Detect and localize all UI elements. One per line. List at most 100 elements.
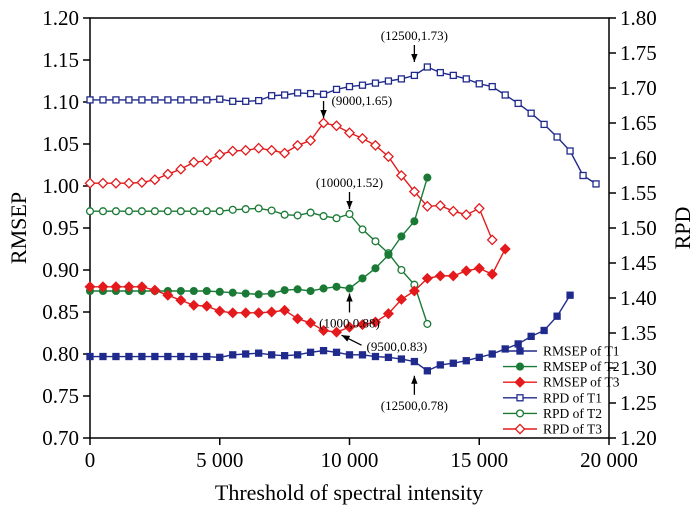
legend-label: RMSEP of T1 xyxy=(543,344,620,359)
data-point xyxy=(319,90,328,98)
legend-item: RPD of T3 xyxy=(503,422,602,437)
data-point xyxy=(462,357,470,365)
data-point xyxy=(138,96,146,104)
data-point xyxy=(111,207,120,216)
data-point xyxy=(240,307,252,319)
data-point xyxy=(255,349,263,357)
data-point xyxy=(410,217,419,226)
data-point xyxy=(242,350,250,358)
data-point xyxy=(216,95,224,103)
data-point xyxy=(164,352,172,361)
series-line-rmsep-of-t2 xyxy=(90,177,429,296)
data-point xyxy=(112,352,120,361)
data-point xyxy=(215,287,224,296)
data-point xyxy=(384,250,393,259)
data-point xyxy=(356,319,368,331)
annotation-label: (1000,0.88) xyxy=(319,315,380,330)
data-point xyxy=(486,268,498,280)
data-point xyxy=(214,305,226,317)
data-point xyxy=(371,264,380,273)
y-tick-label: 0.80 xyxy=(42,342,79,366)
data-point xyxy=(98,207,108,216)
data-point xyxy=(202,286,211,296)
y2-tick-label: 1.60 xyxy=(620,146,657,170)
plot-frame xyxy=(89,17,610,439)
data-point xyxy=(462,75,470,83)
data-point xyxy=(202,207,211,216)
data-point xyxy=(176,286,185,296)
data-point xyxy=(332,85,341,94)
data-point xyxy=(345,284,354,293)
data-point xyxy=(473,262,485,274)
data-point xyxy=(345,351,354,359)
data-point xyxy=(488,82,496,91)
data-point xyxy=(331,120,343,132)
data-point xyxy=(123,177,135,189)
data-point xyxy=(280,286,289,295)
series-rpd-of-t3 xyxy=(84,117,498,246)
y2-tick-label: 1.30 xyxy=(620,356,657,380)
legend-marker xyxy=(515,362,525,371)
data-point xyxy=(371,352,380,361)
data-point xyxy=(356,132,368,144)
data-point xyxy=(189,207,198,216)
data-point xyxy=(84,281,96,293)
data-point xyxy=(188,299,200,311)
x-tick-label: 0 xyxy=(85,448,96,472)
arrow-head xyxy=(411,375,418,384)
data-point xyxy=(214,148,226,161)
x-tick-label: 5 000 xyxy=(196,448,243,472)
data-point xyxy=(137,207,146,216)
annotations: (12500,1.73) (9000,1.65) (10000,1.52) (1000… xyxy=(316,28,448,413)
data-point xyxy=(136,281,148,293)
data-point xyxy=(85,207,95,216)
data-point xyxy=(97,177,109,189)
data-point xyxy=(253,307,265,319)
annotation: (10000,1.52) xyxy=(316,175,383,209)
data-point xyxy=(553,312,561,320)
data-point xyxy=(86,352,94,361)
data-point xyxy=(384,353,393,362)
annotation-label: (9500,0.83) xyxy=(367,339,428,354)
y-tick-label: 1.15 xyxy=(42,48,79,72)
data-point xyxy=(358,274,367,283)
data-point xyxy=(319,212,328,221)
data-point xyxy=(99,96,107,104)
data-point xyxy=(227,307,239,319)
y2-tick-label: 1.35 xyxy=(620,321,657,345)
data-point xyxy=(215,207,224,216)
data-point xyxy=(293,351,302,359)
data-point xyxy=(358,81,367,89)
data-point xyxy=(176,207,185,216)
data-point xyxy=(486,234,498,246)
data-point xyxy=(421,200,433,212)
data-point xyxy=(395,293,407,305)
y2-tick-label: 1.40 xyxy=(620,286,657,310)
data-point xyxy=(397,265,406,275)
legend-item: RMSEP of T3 xyxy=(503,375,620,390)
legend-label: RMSEP of T3 xyxy=(543,375,620,390)
data-point xyxy=(331,326,343,338)
data-point xyxy=(163,207,172,216)
data-point xyxy=(566,291,574,299)
data-point xyxy=(343,321,356,333)
series-layer xyxy=(84,63,600,375)
data-point xyxy=(229,97,237,105)
data-point xyxy=(395,169,407,182)
data-point xyxy=(382,151,394,163)
data-point xyxy=(162,289,174,301)
data-point xyxy=(125,96,133,104)
data-point xyxy=(203,96,211,104)
data-point xyxy=(175,294,187,306)
series-line-rpd-of-t1 xyxy=(90,66,597,185)
data-point xyxy=(436,68,444,77)
data-point xyxy=(488,350,496,358)
series-rmsep-of-t3 xyxy=(84,243,511,338)
data-point xyxy=(358,225,367,234)
data-point xyxy=(436,361,444,369)
data-point xyxy=(293,285,302,294)
data-point xyxy=(332,282,341,291)
data-point xyxy=(306,348,315,356)
data-point xyxy=(203,352,211,361)
data-point xyxy=(423,367,432,375)
